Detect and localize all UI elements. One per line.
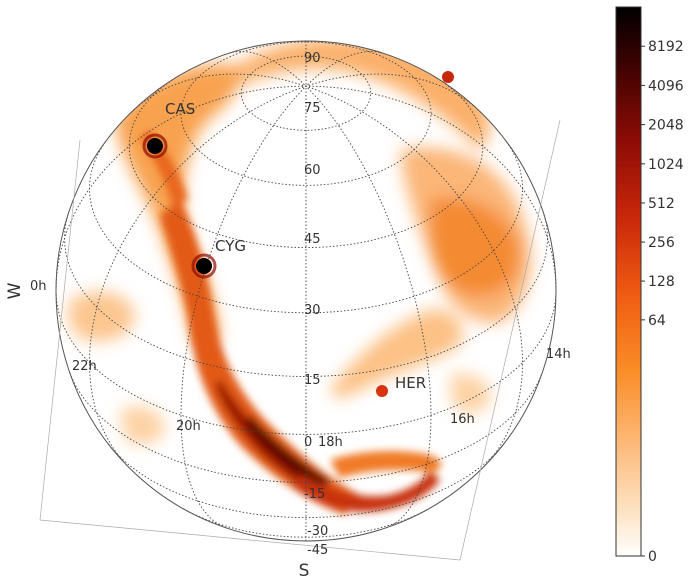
source-label-cas: CAS [165, 100, 195, 118]
source-marker-top [442, 71, 454, 83]
dec-label: 15 [304, 373, 321, 388]
source-label-her: HER [395, 374, 426, 392]
colorbar-tick-label: 4096 [648, 78, 684, 94]
frame-lines [39, 119, 561, 561]
dec-label: -15 [304, 487, 325, 502]
declination-circle [107, 443, 505, 519]
dec-label: 0 [304, 435, 312, 450]
right-ascension-labels: 0h 22h 20h 18h 16h 14h [30, 279, 571, 450]
declination-circle [128, 75, 484, 249]
point-sources [142, 71, 454, 397]
declination-circle [69, 372, 543, 483]
compass-south-label: S [299, 561, 310, 579]
coordinate-grid [55, 41, 557, 541]
declination-circle [240, 55, 372, 131]
colorbar-tick-label: 128 [648, 274, 675, 290]
dec-label: 75 [304, 101, 321, 116]
colorbar-tick-label: 1024 [648, 157, 684, 173]
colorbar-ticks: 8192 4096 2048 1024 512 256 128 64 0 [641, 39, 684, 565]
source-label-cyg: CYG [215, 237, 246, 255]
declination-circle [55, 290, 557, 435]
colorbar-tick-label: 64 [648, 313, 666, 329]
right-ascension-meridian [228, 51, 307, 87]
colorbar-tick-label: 2048 [648, 118, 684, 134]
dec-label: -30 [307, 524, 328, 539]
colorbar-gradient [615, 6, 642, 557]
colorbar-tick-label: 8192 [648, 39, 684, 55]
galactic-plane [140, 130, 442, 515]
right-ascension-meridian [305, 85, 557, 292]
ra-label: 16h [450, 412, 475, 427]
ra-label: 0h [30, 279, 47, 294]
dec-label: 90 [304, 51, 321, 66]
colorbar: 8192 4096 2048 1024 512 256 128 64 0 [615, 6, 684, 565]
right-ascension-meridian [305, 73, 482, 113]
source-marker-cyg [196, 258, 212, 274]
dec-label: 30 [304, 303, 321, 318]
ra-label: 18h [318, 435, 343, 450]
dec-label: -45 [307, 543, 328, 558]
sphere-outline [55, 40, 557, 542]
colorbar-tick-label: 512 [648, 196, 675, 212]
right-ascension-meridian [305, 51, 384, 87]
source-marker-cas [147, 138, 163, 154]
dec-label: 45 [304, 232, 321, 247]
colorbar-tick-label: 0 [648, 549, 657, 565]
colorbar-tick-label: 256 [648, 235, 675, 251]
ra-label: 22h [72, 359, 97, 374]
source-marker-her [376, 385, 388, 397]
declination-labels: 90 75 60 45 30 15 0 -15 -30 -45 [304, 51, 328, 558]
ra-label: 20h [176, 419, 201, 434]
right-ascension-meridian [55, 85, 307, 292]
ra-label: 14h [546, 347, 571, 362]
right-ascension-meridian [130, 73, 307, 113]
declination-circle [180, 41, 432, 186]
compass-west-label: W [5, 282, 25, 299]
dec-label: 60 [304, 163, 321, 178]
